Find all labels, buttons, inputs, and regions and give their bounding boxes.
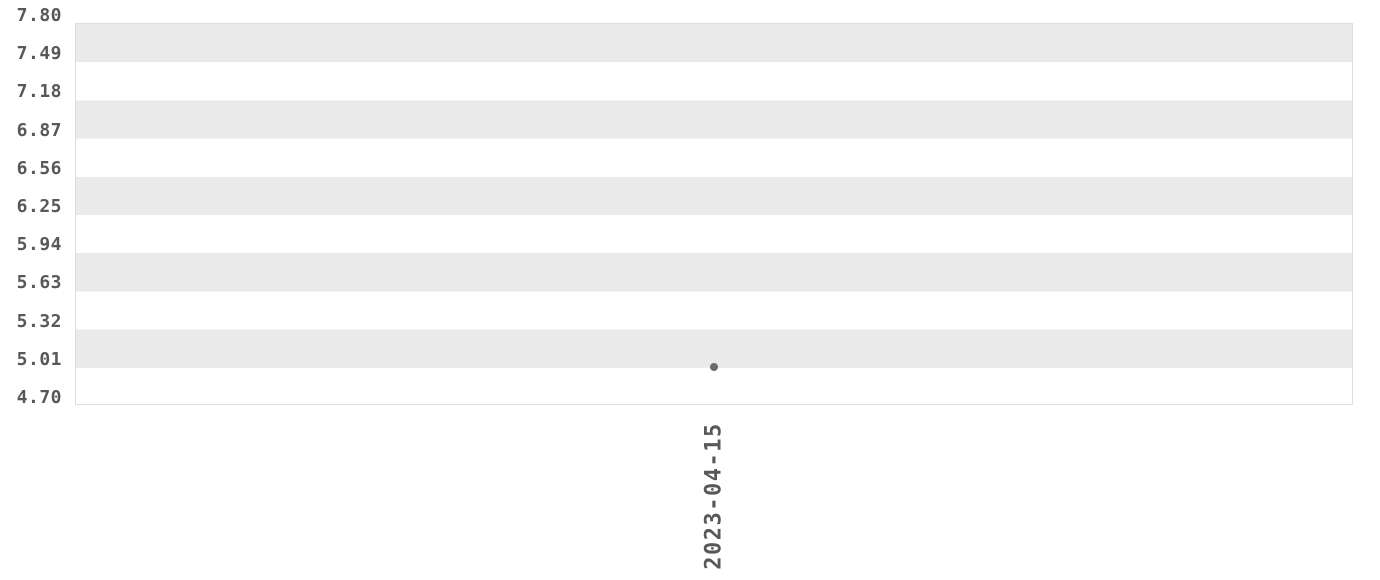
y-axis-tick-label: 5.32 bbox=[16, 310, 62, 332]
y-axis: 7.80 7.49 7.18 6.87 6.56 6.25 5.94 5.63 5.32 5.01… bbox=[0, 0, 62, 580]
y-axis-tick-label: 6.56 bbox=[16, 157, 62, 179]
x-axis-tick-label: 2023-04-15 bbox=[701, 422, 727, 570]
y-axis-tick-label: 6.87 bbox=[16, 119, 62, 141]
y-axis-tick-label: 5.01 bbox=[16, 348, 62, 370]
y-axis-tick-label: 5.63 bbox=[16, 272, 62, 294]
y-axis-tick-label: 7.49 bbox=[16, 43, 62, 65]
data-point[interactable] bbox=[710, 362, 718, 371]
y-axis-tick-label: 7.80 bbox=[16, 5, 62, 26]
y-axis-tick-label: 4.70 bbox=[16, 387, 62, 408]
y-axis-tick-label: 7.18 bbox=[16, 81, 62, 103]
y-axis-tick-label: 5.94 bbox=[16, 234, 62, 256]
y-axis-tick-label: 6.25 bbox=[16, 196, 62, 217]
plot-area bbox=[75, 23, 1353, 405]
